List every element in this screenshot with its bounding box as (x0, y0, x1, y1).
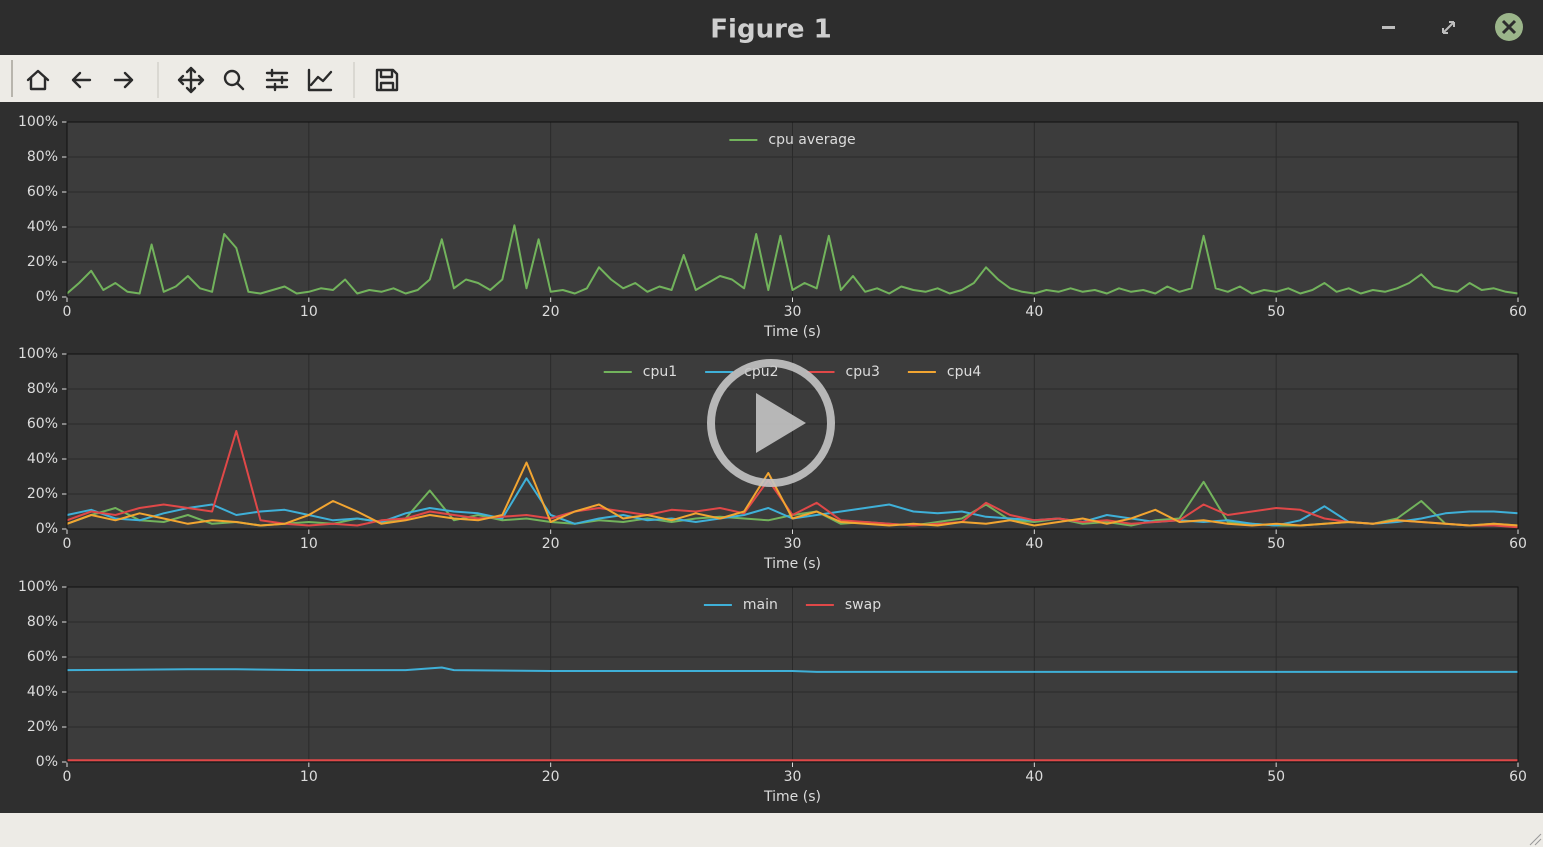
legend-label: cpu3 (846, 364, 880, 380)
x-axis-label: Time (s) (763, 789, 821, 805)
y-tick-label: 60% (27, 184, 58, 200)
toolbar (0, 55, 1543, 102)
subplot: 0 10 20 30 40 50 60 0% 20% 40% 60% 80% 100% Time (s) c… (18, 114, 1527, 340)
series-line (66, 430, 1519, 529)
y-tick-label: 60% (27, 416, 58, 432)
configure-button[interactable] (265, 68, 289, 92)
y-tick-label: 80% (27, 149, 58, 165)
close-button[interactable] (1495, 13, 1523, 41)
x-tick-label: 40 (1025, 304, 1043, 320)
minimize-button[interactable] (1382, 26, 1395, 29)
back-button[interactable] (71, 71, 92, 89)
series-line (66, 666, 1518, 673)
x-tick-label: 60 (1509, 769, 1527, 785)
y-tick-label: 20% (27, 719, 58, 735)
legend-label: cpu4 (947, 364, 981, 380)
maximize-button[interactable] (1442, 21, 1455, 34)
legend: cpu average (729, 132, 856, 148)
subplot: 0 10 20 30 40 50 60 0% 20% 40% 60% 80% 100% Time (s) m… (18, 579, 1527, 805)
x-tick-label: 0 (63, 536, 72, 552)
home-button[interactable] (26, 69, 50, 91)
y-tick-label: 80% (27, 614, 58, 630)
forward-button[interactable] (113, 71, 134, 89)
axes-frame (66, 121, 1519, 298)
x-tick-label: 30 (784, 769, 802, 785)
y-tick-label: 20% (27, 254, 58, 270)
play-overlay[interactable] (707, 359, 835, 487)
axes-frame (66, 353, 1519, 530)
x-axis-label: Time (s) (763, 324, 821, 340)
x-tick-label: 10 (300, 304, 318, 320)
x-axis-label: Time (s) (763, 556, 821, 572)
y-tick-label: 20% (27, 486, 58, 502)
legend: cpu1 cpu2 cpu3 cpu4 (603, 364, 981, 380)
axes-button[interactable] (307, 68, 333, 92)
pan-button[interactable] (177, 66, 205, 94)
y-tick-label: 40% (27, 451, 58, 467)
y-tick-label: 40% (27, 684, 58, 700)
legend-label: main (743, 597, 778, 613)
legend-label: swap (845, 597, 881, 613)
x-tick-label: 40 (1025, 536, 1043, 552)
resize-grip (1529, 833, 1542, 846)
x-tick-label: 40 (1025, 769, 1043, 785)
status-bar (0, 813, 1543, 847)
x-tick-label: 10 (300, 769, 318, 785)
x-tick-label: 50 (1267, 304, 1285, 320)
legend-label: cpu average (768, 132, 855, 148)
title-bar (0, 0, 1543, 55)
x-tick-label: 50 (1267, 536, 1285, 552)
window-title: Figure 1 (710, 15, 831, 45)
y-tick-label: 0% (36, 289, 58, 305)
subplot: 0 10 20 30 40 50 60 0% 20% 40% 60% 80% 100% Time (s) c… (18, 346, 1527, 572)
x-tick-label: 20 (542, 304, 560, 320)
axes-frame (66, 586, 1519, 763)
x-tick-label: 30 (784, 304, 802, 320)
x-tick-label: 0 (63, 769, 72, 785)
x-tick-label: 20 (542, 536, 560, 552)
series-line (66, 224, 1519, 295)
x-tick-label: 50 (1267, 769, 1285, 785)
y-tick-label: 40% (27, 219, 58, 235)
y-tick-label: 60% (27, 649, 58, 665)
x-tick-label: 0 (63, 304, 72, 320)
y-tick-label: 80% (27, 381, 58, 397)
x-tick-label: 60 (1509, 536, 1527, 552)
x-tick-label: 20 (542, 769, 560, 785)
y-tick-label: 100% (18, 114, 58, 130)
legend: main swap (703, 597, 881, 613)
zoom-button[interactable] (223, 69, 245, 91)
plots: 0 10 20 30 40 50 600%20%40%60%80%100%Time (s)c… (18, 114, 1527, 805)
x-tick-label: 30 (784, 536, 802, 552)
legend-label: cpu1 (643, 364, 677, 380)
y-tick-label: 100% (18, 346, 58, 362)
y-tick-label: 0% (36, 754, 58, 770)
x-tick-label: 60 (1509, 304, 1527, 320)
series-line (66, 461, 1519, 527)
y-tick-label: 0% (36, 521, 58, 537)
x-tick-label: 10 (300, 536, 318, 552)
save-button[interactable] (375, 68, 399, 92)
y-tick-label: 100% (18, 579, 58, 595)
